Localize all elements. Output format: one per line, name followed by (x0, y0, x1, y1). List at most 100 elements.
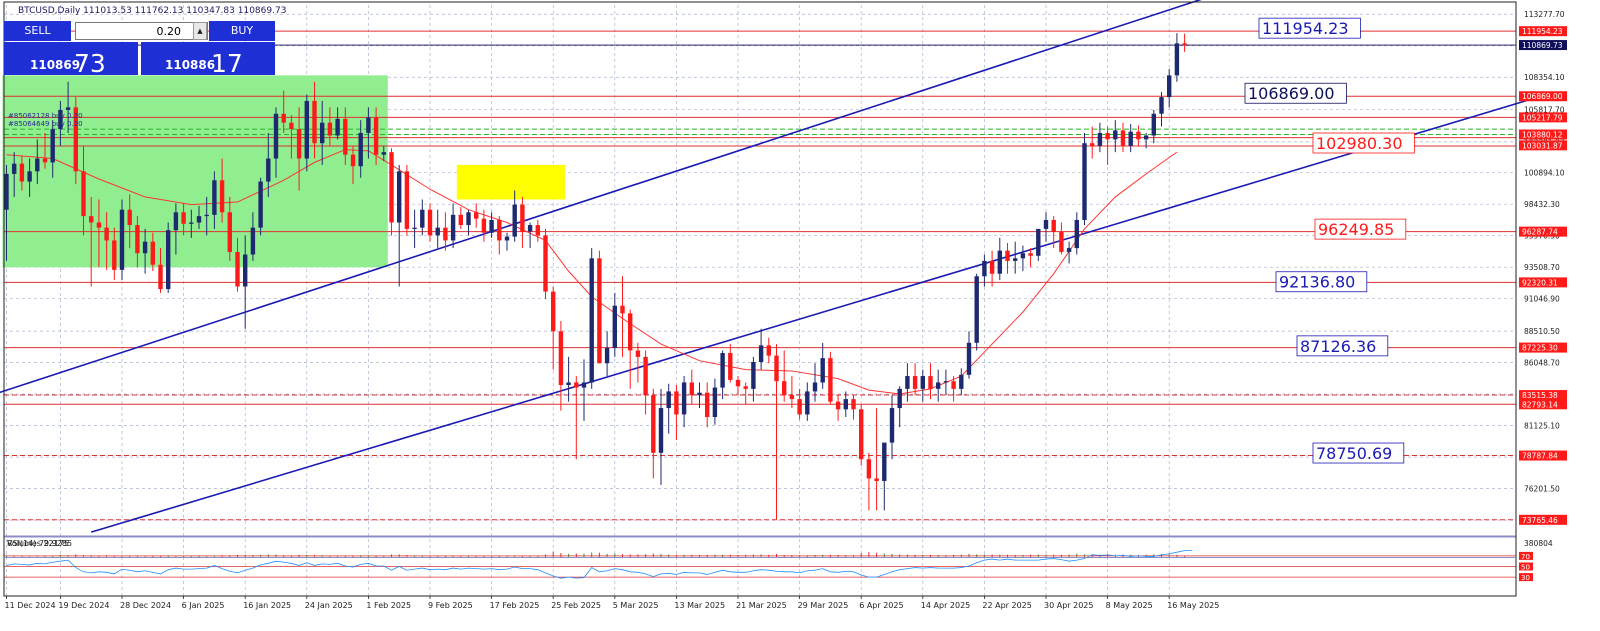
candle-body (805, 391, 810, 415)
lot-increase-button[interactable]: ▲ (193, 22, 207, 40)
candle (227, 196, 232, 261)
lot-size-input[interactable]: 0.20 (75, 22, 208, 40)
candle (1113, 120, 1118, 153)
candle (543, 228, 548, 300)
price-tag: 111954.23 (1519, 26, 1567, 36)
candle (558, 321, 564, 411)
candle (1051, 216, 1056, 249)
candle (882, 442, 887, 511)
candle (219, 158, 225, 223)
candle (366, 107, 371, 159)
candle-body (728, 353, 733, 380)
candle-body (966, 342, 972, 375)
candle-body (381, 152, 386, 155)
candle-body (166, 230, 171, 290)
candle-body (189, 222, 194, 224)
candle-body (281, 113, 286, 123)
candle-body (489, 219, 494, 233)
candle-body (42, 158, 48, 163)
candle (27, 158, 32, 197)
position-label: #85062128 buy 0.20 (8, 112, 83, 120)
trend-channel[interactable] (0, 0, 1547, 533)
candle-body (19, 163, 25, 182)
candle-body (651, 395, 656, 453)
candle-body (843, 399, 848, 410)
candle-body (997, 250, 1002, 274)
price-label-box (1258, 17, 1361, 39)
x-tick-label: 21 Mar 2025 (736, 601, 787, 610)
price-tag-text: 103880.12 (1522, 130, 1563, 139)
candle-body (828, 358, 833, 402)
bid-quote[interactable]: 110869 73 (4, 42, 138, 78)
candle (612, 292, 617, 357)
buy-button[interactable]: BUY (209, 21, 275, 41)
candle-body (535, 225, 540, 236)
candle-body (65, 107, 71, 110)
candle (312, 81, 317, 159)
price-label-111954.23[interactable]: 111954.23 (1258, 17, 1361, 39)
candle (1151, 109, 1156, 144)
candle (589, 248, 594, 389)
candle (720, 350, 725, 400)
rsi-line (6, 550, 1193, 579)
candle-body (327, 122, 333, 136)
price-annotations[interactable]: 111954.23 106869.00 102980.30 96249.85 92136… (1244, 17, 1415, 464)
price-label-78750.69[interactable]: 78750.69 (1312, 442, 1405, 464)
x-tick-label: 28 Dec 2024 (120, 601, 171, 610)
time-axis: 11 Dec 2024 19 Dec 2024 28 Dec 2024 6 Jan 2… (5, 596, 1219, 610)
candle (104, 212, 109, 270)
candle-body (520, 204, 525, 232)
ask-quote[interactable]: 110886 17 (141, 42, 275, 78)
price-tag-box (1519, 26, 1567, 37)
price-label-96249.85[interactable]: 96249.85 (1314, 218, 1407, 240)
rsi-level-text: 30 (1521, 574, 1530, 582)
position-labels: #85062128 buy 0.20#85064649 buy 0.20 (8, 112, 83, 128)
candle-body (1043, 219, 1049, 229)
price-tag-box (1519, 390, 1567, 401)
price-label-text: 96249.85 (1318, 220, 1394, 239)
candle (1082, 132, 1087, 226)
price-label-106869.00[interactable]: 106869.00 (1244, 82, 1347, 104)
price-tag-text: 78787.84 (1522, 452, 1558, 461)
candle-body (1082, 143, 1087, 220)
candles[interactable] (4, 33, 1187, 520)
candle (751, 356, 756, 402)
price-label-87126.36[interactable]: 87126.36 (1296, 335, 1389, 357)
sell-button[interactable]: SELL (4, 21, 71, 41)
candle-body (289, 122, 294, 130)
candle-body (1113, 130, 1118, 140)
price-label-text: 111954.23 (1262, 19, 1349, 38)
candle-body (720, 353, 725, 388)
price-label-92136.80[interactable]: 92136.80 (1275, 271, 1368, 293)
candle-body (743, 386, 748, 389)
candle-body (751, 361, 756, 389)
candle (820, 342, 825, 389)
price-tag-text: 73765.46 (1522, 516, 1558, 525)
candle (974, 273, 979, 351)
candle (412, 209, 417, 249)
price-label-102980.30[interactable]: 102980.30 (1312, 132, 1415, 154)
candle-body (35, 158, 40, 172)
candle (181, 203, 186, 236)
candle (651, 388, 656, 479)
candle (135, 216, 140, 268)
x-tick-label: 14 Apr 2025 (921, 601, 970, 610)
candle (466, 209, 471, 236)
y-tick-label: 86048.70 (1524, 359, 1560, 368)
x-tick-label: 16 May 2025 (1167, 601, 1219, 610)
candle-body (350, 154, 356, 167)
price-tag-text: 92320.31 (1522, 278, 1558, 287)
candle (982, 254, 987, 287)
price-tag: 110869.73 (1519, 40, 1567, 51)
candle-body (358, 132, 363, 167)
price-tag: 83515.38 (1519, 390, 1567, 401)
candle-body (566, 382, 571, 386)
candle-body (959, 374, 964, 389)
y-tick-label: 100894.10 (1524, 169, 1565, 178)
candle-body (581, 382, 587, 388)
candle (235, 237, 240, 292)
candle (258, 177, 263, 236)
price-tag: 82793.14 (1519, 399, 1567, 410)
price-label-text: 102980.30 (1316, 134, 1403, 153)
